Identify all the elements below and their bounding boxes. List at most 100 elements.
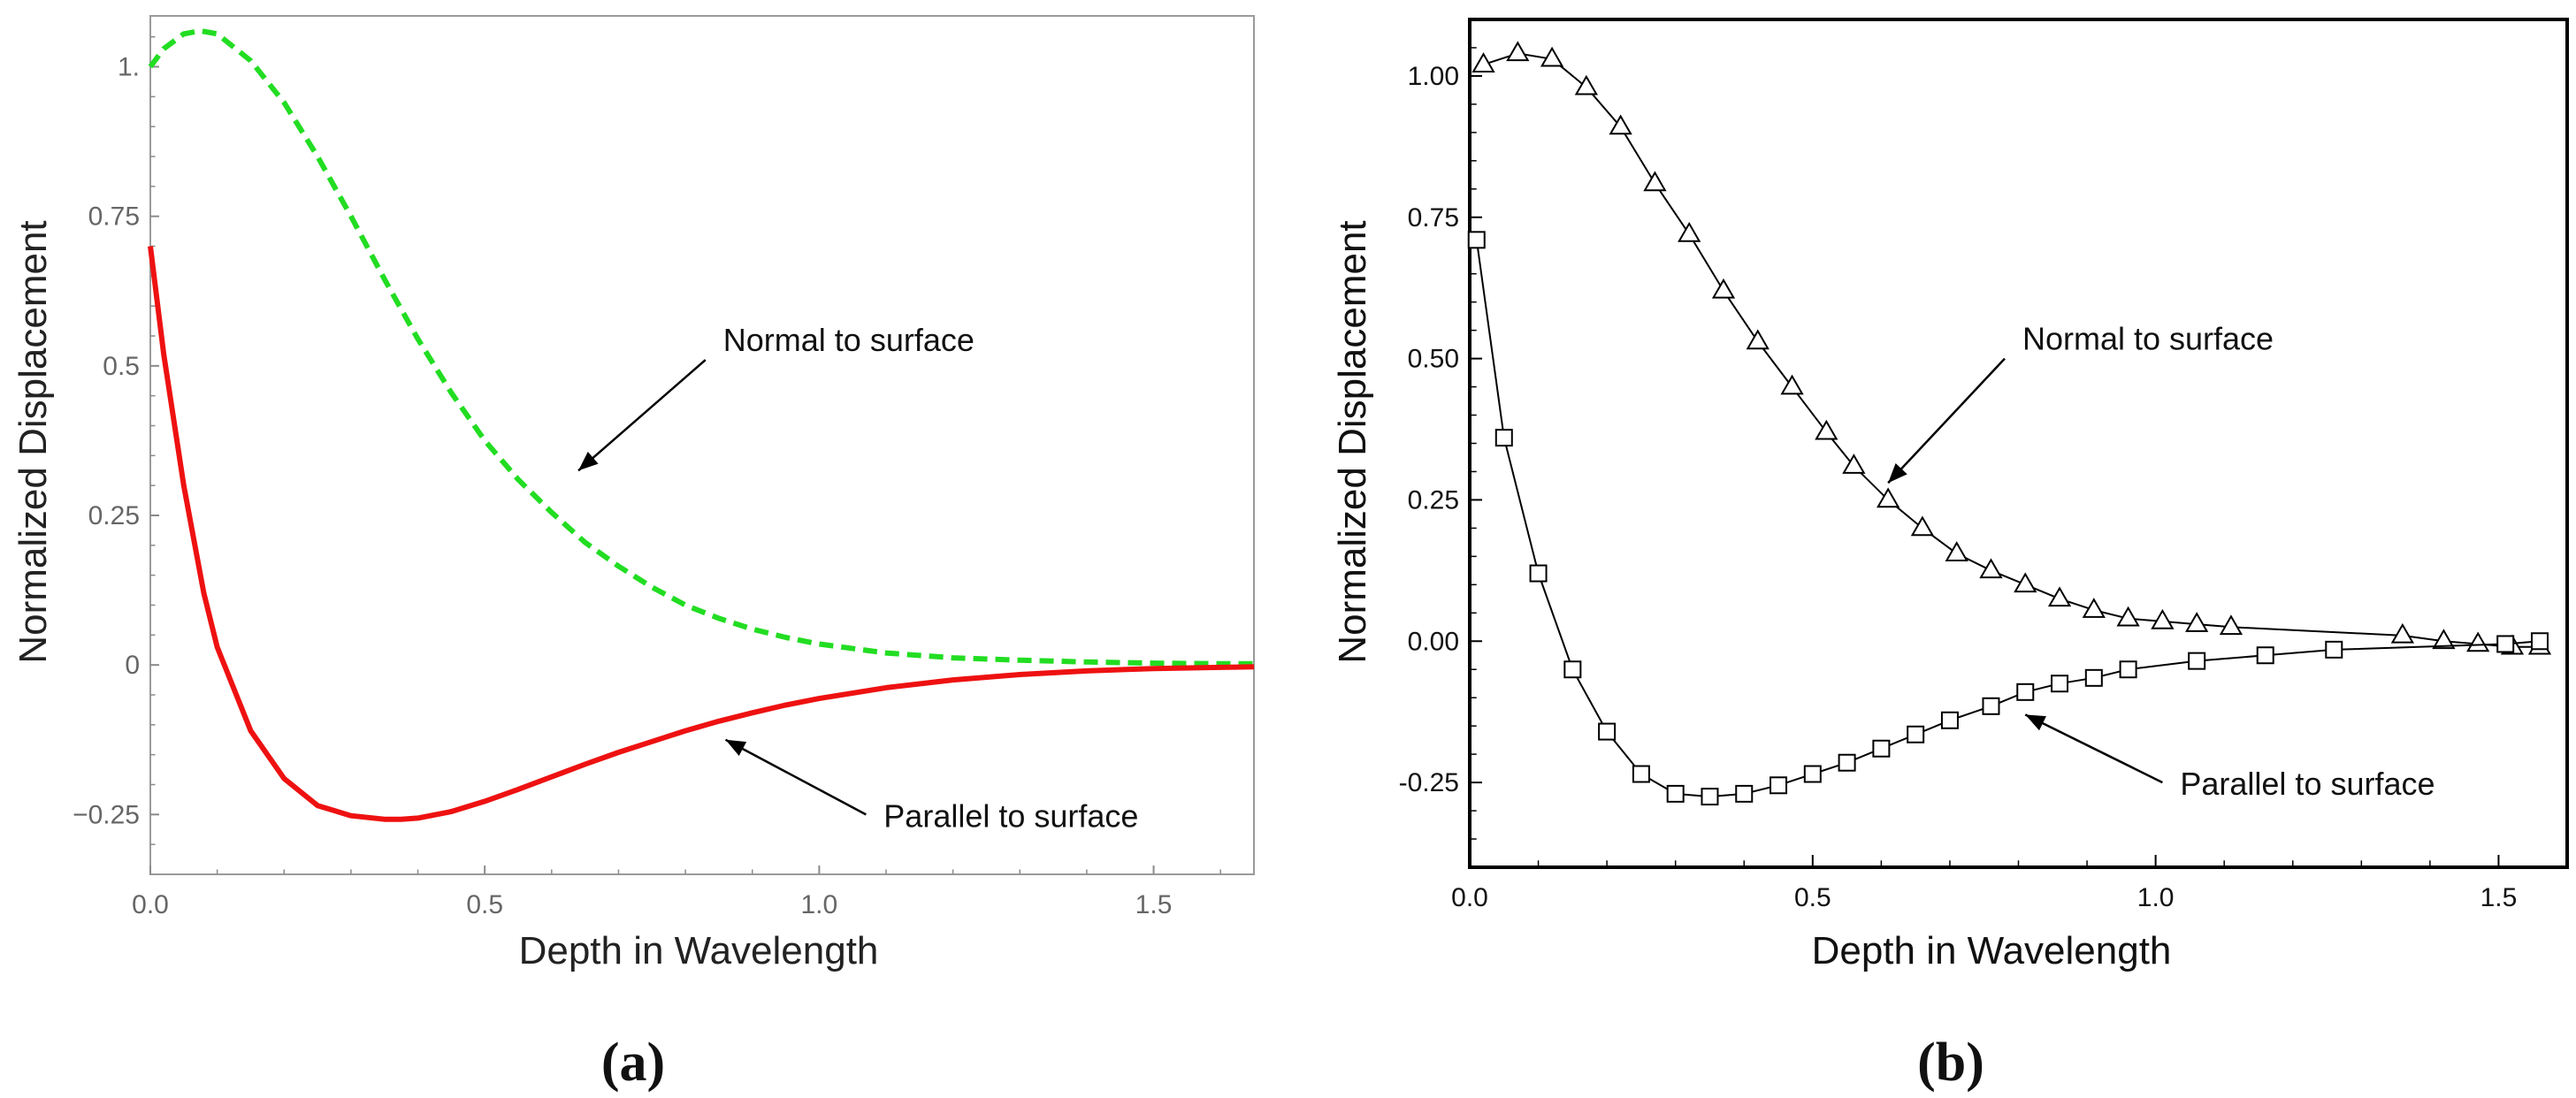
annotation-label: Parallel to surface xyxy=(883,797,1138,834)
triangle-marker xyxy=(1842,454,1866,474)
annotation-arrow xyxy=(577,359,707,472)
panel-caption-b: (b) xyxy=(1917,1033,1984,1093)
y-tick-label-b: 0.25 xyxy=(1408,485,1459,515)
square-marker xyxy=(1770,776,1788,795)
square-marker xyxy=(1982,697,2000,715)
x-tick-label-b: 0.5 xyxy=(1794,883,1831,912)
y-axis-label-b: Normalized Displacement xyxy=(1331,220,1374,663)
square-marker xyxy=(2188,652,2206,670)
y-tick-label-b: 0.50 xyxy=(1408,345,1459,374)
triangle-marker xyxy=(2185,612,2209,632)
square-marker xyxy=(1735,784,1754,803)
square-marker xyxy=(1529,564,1548,583)
annotations-a: Normal to surface Parallel to surface xyxy=(577,322,1138,834)
square-marker xyxy=(1803,765,1822,783)
triangle-marker xyxy=(1471,52,1495,72)
series-line-normal-to-surface-b xyxy=(1483,52,2540,648)
square-marker xyxy=(1940,711,1959,729)
triangle-marker xyxy=(2047,586,2072,607)
square-marker xyxy=(2016,682,2035,701)
triangle-marker xyxy=(1643,171,1667,192)
triangle-marker xyxy=(2466,631,2490,652)
triangle-marker xyxy=(1609,114,1632,135)
x-tick-label-b: 1.0 xyxy=(2137,883,2175,912)
annotation-label: Parallel to surface xyxy=(2180,766,2435,802)
triangle-marker xyxy=(2390,622,2414,644)
triangle-marker xyxy=(2432,629,2456,650)
y-tick-label-a: 0.75 xyxy=(88,202,140,232)
triangle-marker xyxy=(2082,598,2106,618)
triangle-marker xyxy=(1574,74,1598,95)
y-tick-label-a: 0.5 xyxy=(103,352,140,381)
triangle-marker xyxy=(1815,419,1838,440)
chart-panel-b: 0.0 0.5 1.0 1.5 -0.25 0.00 0.25 0.50 0.75 1.00 No… xyxy=(1331,18,2569,1093)
x-axis-label-a: Depth in Wavelength xyxy=(519,929,879,972)
y-tick-label-b: 1.00 xyxy=(1408,62,1459,91)
annotation-label: Normal to surface xyxy=(723,322,975,358)
x-tick-label-a: 1.0 xyxy=(801,890,838,919)
square-marker xyxy=(1838,753,1856,772)
square-marker xyxy=(2530,632,2549,651)
annotations-b: Normal to surface Parallel to surface xyxy=(1887,321,2435,802)
square-marker xyxy=(2256,646,2274,665)
square-marker xyxy=(1632,765,1650,783)
square-marker xyxy=(2051,675,2069,693)
series-line-normal-to-surface-a xyxy=(148,27,1254,667)
annotation-arrowhead xyxy=(578,452,599,471)
x-tick-label-b: 0.0 xyxy=(1451,883,1488,912)
square-marker xyxy=(1494,429,1513,447)
square-marker xyxy=(1598,722,1617,741)
plot-frame-a xyxy=(149,15,1255,875)
y-tick-label-b: -0.25 xyxy=(1399,768,1459,797)
triangle-marker xyxy=(1711,278,1736,299)
square-marker xyxy=(2084,668,2103,687)
triangle-marker xyxy=(1540,46,1564,67)
annotation-label: Normal to surface xyxy=(2022,321,2274,357)
annotation-arrowhead xyxy=(1888,463,1907,484)
triangle-marker xyxy=(1910,515,1935,537)
x-axis-label-b: Depth in Wavelength xyxy=(1812,929,2172,972)
y-tick-label-b: 0.00 xyxy=(1408,627,1459,656)
series-layer-a xyxy=(148,27,1255,822)
square-marker xyxy=(1666,784,1685,803)
axis-ticks-b: 0.0 0.5 1.0 1.5 -0.25 0.00 0.25 0.50 0.75 1.00 xyxy=(1399,47,2568,912)
triangle-marker xyxy=(2219,614,2243,636)
triangle-marker xyxy=(1877,487,1900,508)
triangle-marker xyxy=(2151,608,2175,629)
x-tick-label-b: 1.5 xyxy=(2480,883,2518,912)
square-marker xyxy=(1563,660,1582,679)
annotation-arrow xyxy=(724,738,867,816)
series-line-parallel-to-surface-a xyxy=(148,246,1255,822)
square-marker xyxy=(1907,725,1925,743)
x-tick-label-a: 1.5 xyxy=(1135,890,1173,919)
y-tick-label-a: 0 xyxy=(125,651,140,680)
annotation-arrow xyxy=(2024,713,2163,784)
y-tick-label-a: 0.25 xyxy=(88,501,140,530)
triangle-marker xyxy=(2014,572,2037,593)
square-marker xyxy=(2496,635,2515,653)
triangle-marker xyxy=(1746,329,1770,350)
square-marker xyxy=(1467,231,1486,249)
y-tick-label-a: −0.25 xyxy=(73,800,140,829)
panel-caption-a: (a) xyxy=(601,1033,665,1093)
x-tick-label-a: 0.0 xyxy=(132,890,169,919)
triangle-marker xyxy=(1780,374,1804,395)
chart-panel-a: 0.0 0.5 1.0 1.5 −0.25 0 0.25 0.5 0.75 1. Normal t… xyxy=(11,15,1255,1093)
triangle-marker xyxy=(1678,221,1701,242)
x-tick-label-a: 0.5 xyxy=(466,890,503,919)
square-marker xyxy=(2119,660,2137,679)
triangle-marker xyxy=(2116,606,2140,627)
y-tick-label-a: 1. xyxy=(118,53,140,82)
square-marker xyxy=(1701,788,1719,806)
square-marker xyxy=(2325,640,2343,659)
annotation-arrow xyxy=(1887,357,2006,484)
triangle-marker xyxy=(1506,41,1530,62)
triangle-marker xyxy=(1979,558,2003,579)
annotation-arrowhead xyxy=(2025,714,2046,731)
triangle-marker xyxy=(1945,541,1968,561)
axis-ticks-a: 0.0 0.5 1.0 1.5 −0.25 0 0.25 0.5 0.75 1. xyxy=(73,35,1221,919)
annotation-arrowhead xyxy=(725,739,747,757)
y-axis-label-a: Normalized Displacement xyxy=(11,220,55,663)
square-marker xyxy=(1872,739,1891,758)
